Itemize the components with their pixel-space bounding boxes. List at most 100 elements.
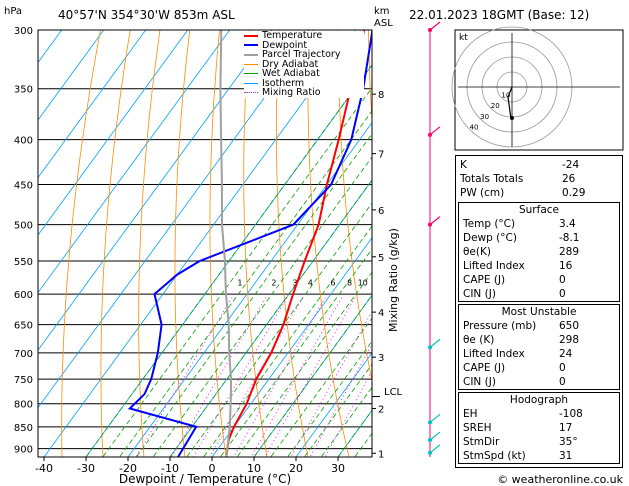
pressure-tick-label: 350 — [14, 85, 33, 96]
mu-cape-row: CAPE (J) 0 — [463, 362, 566, 374]
isotherm-line — [127, 122, 372, 457]
km-tick-label: 3 — [378, 353, 384, 364]
legend-item-dewpoint: Dewpoint — [244, 40, 364, 51]
plot-frame — [37, 29, 373, 458]
surface-cape-row: CAPE (J) 0 — [463, 274, 566, 286]
x-tick-label: -30 — [77, 462, 95, 475]
wind-barb-dot — [428, 28, 432, 32]
pressure-tick-label: 750 — [14, 375, 33, 386]
wind-barb — [429, 444, 441, 454]
mixing-ratio-line — [171, 293, 269, 457]
pressure-tick-label: 800 — [14, 400, 33, 411]
x-axis-title: Dewpoint / Temperature (°C) — [119, 472, 291, 486]
hodograph-ring-label: 20 — [491, 102, 500, 110]
mixing-ratio-line — [135, 293, 235, 457]
pressure-tick-label: 450 — [14, 181, 33, 192]
wind-barb — [429, 21, 441, 31]
stmspd-row: StmSpd (kt) 31 — [463, 450, 573, 462]
mu-cin-row: CIN (J) 0 — [463, 376, 566, 388]
surface-cin-row: CIN (J) 0 — [463, 288, 566, 300]
lcl-label: LCL — [384, 387, 403, 398]
hodograph-unit-label: kt — [459, 33, 468, 43]
storm-motion-dot — [510, 116, 514, 120]
location-label: 40°57'N 354°30'W 853m ASL — [58, 8, 235, 22]
surface-section: Surface Temp (°C) 3.4 Dewp (°C) -8.1 θe(K)… — [458, 202, 620, 302]
pressure-tick-label: 300 — [14, 26, 33, 37]
wet-adiabat-line — [236, 271, 372, 457]
wind-barb-dot — [428, 420, 432, 425]
hodograph-stats-title: Hodograph — [509, 394, 569, 406]
wet-adiabat-line — [169, 179, 372, 457]
surface-dewp-row: Dewp (°C) -8.1 — [463, 232, 580, 244]
most-unstable-section: Most Unstable Pressure (mb) 650 θe (K) 298… — [458, 304, 620, 390]
isotherm-line — [38, 30, 315, 409]
legend-item-temperature: Temperature — [244, 31, 364, 41]
isotherm-line — [38, 30, 105, 121]
dry-adiabat-line — [338, 30, 372, 383]
mixing-ratio-tick-label: 25 — [415, 279, 425, 288]
x-tick-label: -40 — [35, 462, 53, 475]
surface-li-row: Lifted Index 16 — [463, 260, 573, 272]
wet-adiabat-line — [270, 317, 372, 457]
isotherm-line — [38, 30, 147, 179]
pressure-tick-label: 700 — [14, 349, 33, 360]
mixing-ratio-line — [209, 293, 305, 457]
mixing-ratio-tick-label: 1 — [237, 279, 242, 288]
hodograph-ring-label: 40 — [470, 123, 479, 131]
hodograph-ring-label: 30 — [480, 113, 489, 121]
wet-adiabat-line — [320, 386, 372, 457]
wet-adiabat-line — [354, 432, 372, 457]
legend-item-wet-adiabat: Wet Adiabat — [244, 69, 364, 79]
legend-item-isotherm: Isotherm — [244, 78, 364, 89]
datetime-label: 22.01.2023 18GMT (Base: 12) — [409, 8, 589, 22]
x-tick-label: -10 — [161, 462, 179, 475]
copyright-label: © weatheronline.co.uk — [497, 473, 623, 486]
mixing-ratio-axis-title: Mixing Ratio (g/kg) — [387, 228, 400, 332]
mixing-ratio-tick-label: 2 — [271, 279, 276, 288]
mixing-ratio-line — [290, 310, 372, 457]
hodograph-trace — [507, 86, 513, 120]
surface-title: Surface — [518, 204, 559, 216]
wind-barb — [429, 126, 441, 136]
wet-adiabat-line — [303, 363, 372, 457]
km-tick-label: 4 — [378, 308, 384, 319]
pressure-tick-label: 400 — [14, 136, 33, 147]
x-tick-label: -20 — [119, 462, 137, 475]
mixing-ratio-tick-label: 10 — [358, 279, 368, 288]
km-unit-label: km — [374, 6, 390, 17]
wind-barb-dot — [428, 222, 432, 227]
wet-adiabat-line — [135, 133, 372, 457]
hodograph-stats-section: Hodograph EH -108 SREH 17 StmDir 35° StmSpd… — [458, 392, 620, 464]
isotherm-line — [295, 352, 372, 457]
stmdir-row: StmDir 35° — [463, 436, 578, 448]
dry-adiabat-line — [307, 30, 350, 457]
mixing-ratio-tick-label: 4 — [308, 279, 313, 288]
isotherm-line — [38, 30, 231, 294]
mu-li-row: Lifted Index 24 — [463, 348, 573, 360]
wind-barb — [429, 338, 441, 348]
km-tick-label: 2 — [378, 404, 384, 415]
wet-adiabat-line — [85, 64, 372, 457]
isotherm-line — [169, 179, 372, 457]
most-unstable-title: Most Unstable — [501, 306, 577, 318]
mixing-ratio-line — [233, 293, 328, 457]
wet-adiabat-line — [253, 294, 372, 457]
pw-row: PW (cm) 0.29 — [460, 187, 586, 199]
wind-barb-dot — [428, 450, 432, 455]
wet-adiabat-line — [102, 87, 372, 457]
pressure-tick-label: 550 — [14, 257, 33, 268]
legend: Temperature Dewpoint Parcel Trajectory D… — [244, 31, 364, 98]
hpa-unit-label: hPa — [4, 6, 22, 17]
isotherm-line — [253, 294, 372, 457]
legend-item-parcel: Parcel Trajectory — [244, 50, 364, 60]
km-tick-label: 1 — [378, 449, 384, 460]
km-tick-label: 6 — [378, 206, 384, 217]
dry-adiabat-line — [174, 30, 191, 457]
totals-totals-row: Totals Totals 26 — [460, 173, 576, 185]
isotherm-line — [38, 30, 189, 236]
x-tick-label: 20 — [289, 462, 303, 475]
wind-barb-dot — [428, 345, 432, 350]
dry-adiabat-line — [243, 30, 268, 457]
isotherm-line — [85, 64, 372, 457]
